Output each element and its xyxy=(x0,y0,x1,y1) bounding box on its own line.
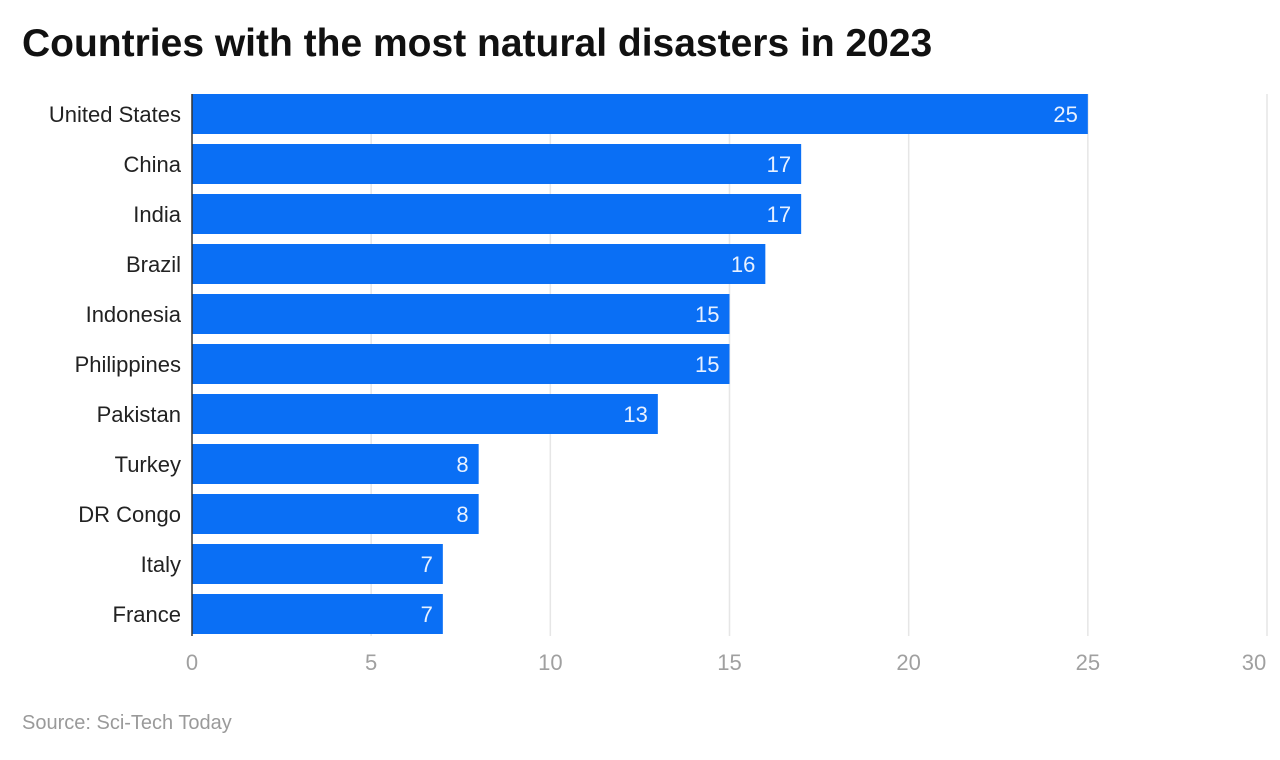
bar xyxy=(192,294,730,334)
x-tick-label: 15 xyxy=(717,650,741,675)
category-label: DR Congo xyxy=(78,502,181,527)
category-label: Pakistan xyxy=(97,402,181,427)
data-label: 8 xyxy=(456,502,468,527)
x-tick-label: 10 xyxy=(538,650,562,675)
category-label: France xyxy=(113,602,181,627)
bar xyxy=(192,494,479,534)
data-label: 7 xyxy=(421,602,433,627)
category-label: Indonesia xyxy=(86,302,182,327)
data-label: 25 xyxy=(1053,102,1077,127)
category-label: Brazil xyxy=(126,252,181,277)
x-tick-label: 0 xyxy=(186,650,198,675)
bar xyxy=(192,94,1088,134)
x-tick-label: 5 xyxy=(365,650,377,675)
bar xyxy=(192,394,658,434)
x-tick-label: 30 xyxy=(1242,650,1266,675)
category-label: Italy xyxy=(141,552,181,577)
data-label: 7 xyxy=(421,552,433,577)
category-label: Turkey xyxy=(115,452,181,477)
x-tick-label: 25 xyxy=(1076,650,1100,675)
data-label: 13 xyxy=(623,402,647,427)
category-label: India xyxy=(133,202,181,227)
bar xyxy=(192,194,802,234)
data-label: 16 xyxy=(731,252,755,277)
source-note: Source: Sci-Tech Today xyxy=(22,712,232,734)
data-label: 17 xyxy=(767,152,791,177)
data-label: 17 xyxy=(767,202,791,227)
bar xyxy=(192,544,443,584)
data-label: 8 xyxy=(456,452,468,477)
bar xyxy=(192,144,802,184)
chart-title: Countries with the most natural disaster… xyxy=(22,22,933,65)
data-label: 15 xyxy=(695,302,719,327)
category-label: China xyxy=(124,152,182,177)
x-tick-label: 20 xyxy=(896,650,920,675)
bar xyxy=(192,444,479,484)
bar xyxy=(192,344,730,384)
bar xyxy=(192,244,766,284)
category-label: United States xyxy=(49,102,181,127)
bar xyxy=(192,594,443,634)
data-label: 15 xyxy=(695,352,719,377)
category-label: Philippines xyxy=(75,352,181,377)
